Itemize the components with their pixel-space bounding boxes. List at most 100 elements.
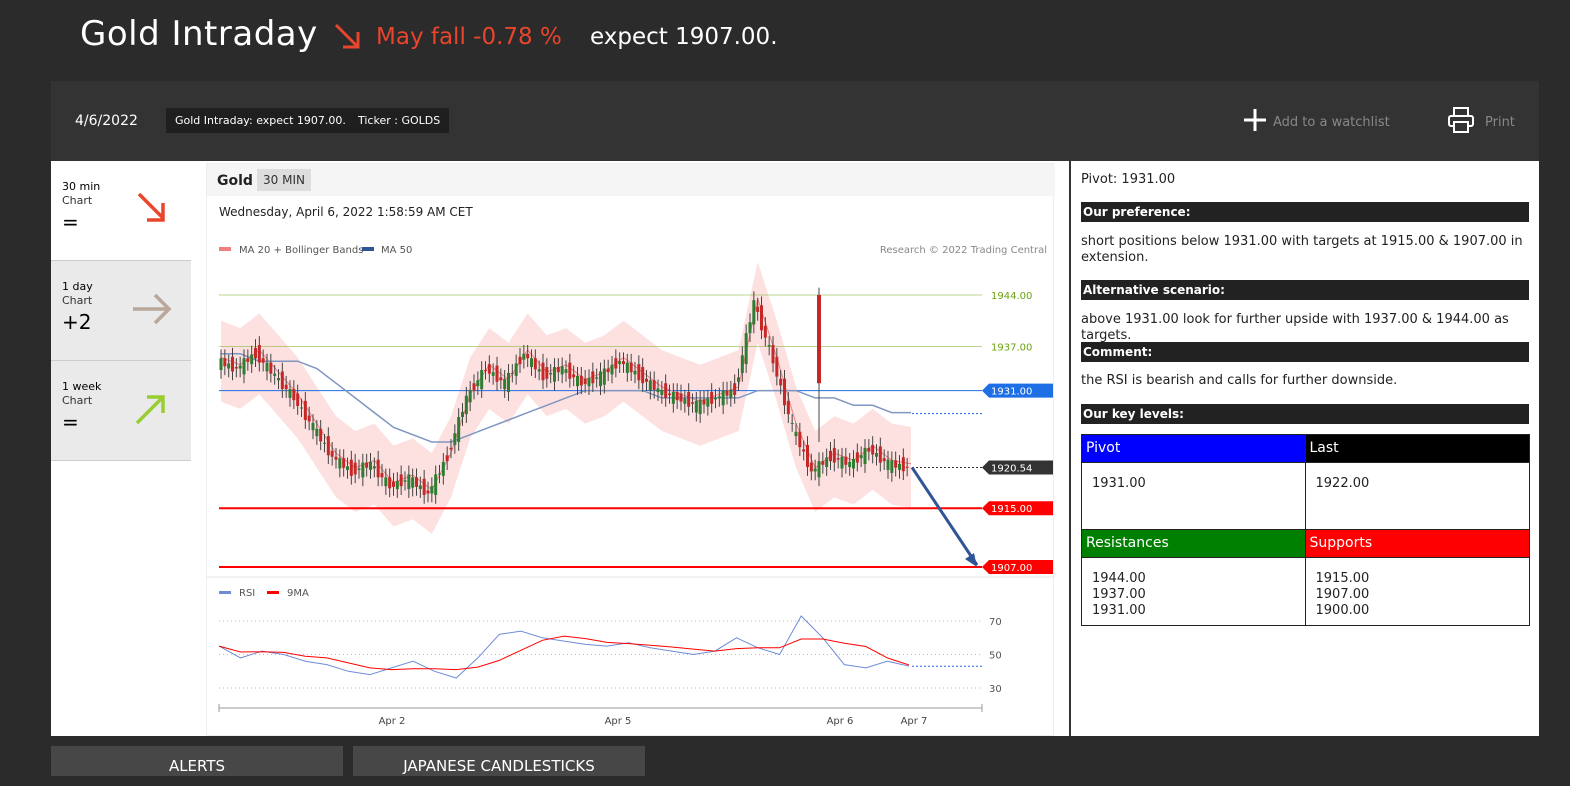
candle-body xyxy=(254,347,257,359)
candle-body xyxy=(606,368,610,373)
timeframe-1week[interactable]: 1 week Chart = xyxy=(51,361,191,461)
candle-body xyxy=(422,478,426,495)
last-header: Last xyxy=(1305,435,1529,462)
candle-body xyxy=(553,367,556,382)
legend-ma50-label: MA 50 xyxy=(381,245,412,256)
print-button[interactable]: Print xyxy=(1447,106,1515,138)
candle-body xyxy=(836,458,840,460)
timeframe-30min[interactable]: 30 min Chart = xyxy=(51,161,191,261)
candle-body xyxy=(430,486,434,494)
candle-body xyxy=(384,477,388,487)
legend-ma20-label: MA 20 + Bollinger Bands xyxy=(239,245,363,256)
candle-body xyxy=(411,477,415,488)
add-to-watchlist-button[interactable]: Add to a watchlist xyxy=(1243,108,1390,136)
candle-body xyxy=(487,364,491,374)
x-tick-label: Apr 6 xyxy=(827,716,854,727)
rsi-line xyxy=(218,615,910,679)
supports-cell: Supports 1915.00 1907.00 1900.00 xyxy=(1305,530,1529,625)
timeframe-list: 30 min Chart = 1 day Chart +2 1 week Cha… xyxy=(51,161,191,736)
candle-body xyxy=(472,383,476,391)
candle-body xyxy=(399,474,403,487)
candle-body xyxy=(246,358,250,362)
candle-body xyxy=(457,417,461,443)
candle-body xyxy=(353,462,357,475)
candle-body xyxy=(894,460,898,468)
timeframe-1day[interactable]: 1 day Chart +2 xyxy=(51,261,191,361)
candle-body xyxy=(280,371,284,390)
timeframe-sub: Chart xyxy=(62,294,93,307)
candle-body xyxy=(518,356,522,365)
candle-body xyxy=(349,459,353,476)
candle-body xyxy=(300,407,303,409)
candle-body xyxy=(618,361,622,365)
pivot-value: 1931.00 xyxy=(1082,462,1305,530)
candle-body xyxy=(679,393,683,402)
candle-body xyxy=(898,463,901,470)
rsi-legend-label: RSI xyxy=(239,588,255,599)
candle-body xyxy=(526,353,530,359)
candle-body xyxy=(629,362,633,373)
timeframe-name: 30 min xyxy=(62,180,101,193)
rsi-legend-swatch xyxy=(219,591,231,594)
candle-body xyxy=(625,362,629,373)
candle-body xyxy=(660,389,664,395)
level-label: 1915.00 xyxy=(991,504,1032,515)
candle-body xyxy=(691,402,694,404)
candle-body xyxy=(319,428,323,442)
candle-body xyxy=(737,377,740,382)
candle-body xyxy=(449,447,453,450)
rsi-ma-line xyxy=(218,635,910,671)
tab-japanese-candlesticks[interactable]: JAPANESE CANDLESTICKS xyxy=(353,746,645,776)
chart-datetime: Wednesday, April 6, 2022 1:58:59 AM CET xyxy=(219,205,473,219)
candle-body xyxy=(725,390,729,396)
timeframe-value: = xyxy=(62,410,79,434)
candle-body xyxy=(809,462,813,472)
candle-body xyxy=(418,485,422,490)
candle-body xyxy=(675,392,679,401)
supports-header: Supports xyxy=(1305,530,1529,557)
chart-panel: Gold 30 MIN Wednesday, April 6, 2022 1:5… xyxy=(191,161,1069,736)
candle-body xyxy=(346,466,349,470)
timeframe-name: 1 day xyxy=(62,280,93,293)
legend-ma20-swatch xyxy=(219,247,231,251)
forecast-arrow-head xyxy=(965,553,977,567)
timeframe-value: +2 xyxy=(62,310,92,334)
candle-body xyxy=(296,393,300,407)
candle-body xyxy=(740,355,744,373)
candle-body xyxy=(783,378,786,406)
candle-body xyxy=(395,480,399,490)
candle-body xyxy=(779,378,783,386)
candle-body xyxy=(415,477,418,487)
candle-body xyxy=(717,396,721,398)
candle-body xyxy=(453,433,457,445)
candle-body xyxy=(813,468,817,472)
candle-body xyxy=(491,372,495,376)
level-tag-last xyxy=(982,460,1053,475)
panel-divider xyxy=(1069,161,1071,736)
candle-body xyxy=(537,369,541,372)
candle-body xyxy=(288,389,292,398)
candle-body xyxy=(595,377,599,379)
last-cell: Last 1922.00 xyxy=(1305,435,1529,530)
fall-forecast: May fall -0.78 % xyxy=(376,24,562,50)
candle-body xyxy=(767,344,771,347)
tab-alerts[interactable]: ALERTS xyxy=(51,746,343,776)
page-header: Gold Intraday May fall -0.78 % expect 19… xyxy=(0,0,1570,80)
candle-body xyxy=(714,397,717,400)
candle-body xyxy=(265,362,269,372)
candle-body xyxy=(664,383,668,398)
candle-body xyxy=(786,400,790,415)
candle-body xyxy=(407,474,411,490)
candle-body xyxy=(541,362,545,381)
candle-body xyxy=(694,400,698,413)
candle-body xyxy=(771,344,775,364)
candle-body xyxy=(802,449,806,452)
rsi-tick-label: 70 xyxy=(989,617,1002,628)
last-value: 1922.00 xyxy=(1305,462,1529,530)
candle-body xyxy=(223,358,227,367)
candle-body xyxy=(587,378,591,387)
candle-body xyxy=(361,462,365,478)
candle-body xyxy=(817,461,821,478)
level-tag-support xyxy=(982,501,1053,516)
candle-body xyxy=(790,422,794,424)
